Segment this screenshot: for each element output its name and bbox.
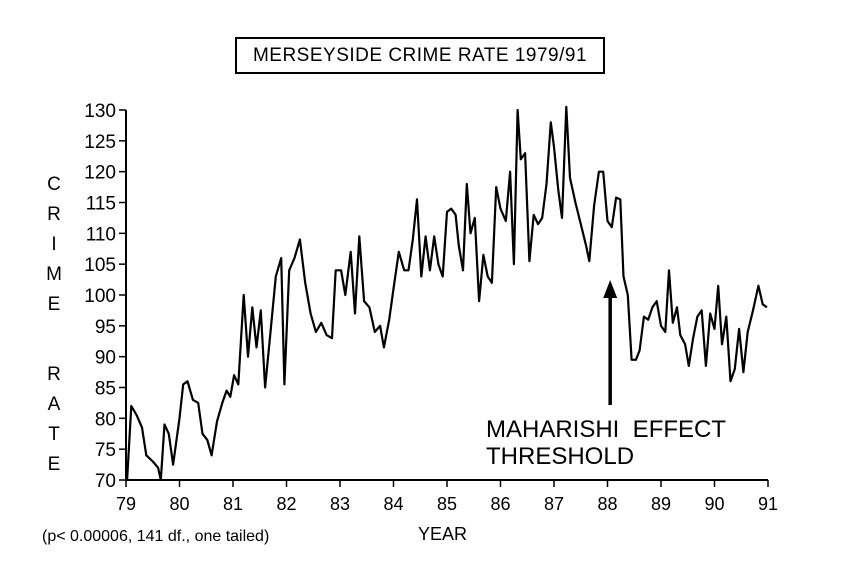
annotation-line-2: THRESHOLD: [486, 443, 635, 470]
y-tick-label: 105: [84, 255, 116, 276]
y-tick-label: 75: [95, 440, 116, 461]
y-tick-label: 115: [86, 194, 116, 215]
y-label-letter: M: [46, 264, 62, 285]
y-label-letter: R: [47, 204, 61, 225]
x-tick-label: 82: [276, 494, 296, 514]
y-tick-label: 80: [95, 409, 116, 430]
series-line: [126, 105, 768, 482]
y-tick-label: 85: [95, 379, 116, 400]
significance-footnote: (p< 0.00006, 141 df., one tailed): [42, 528, 270, 545]
x-axis-label: YEAR: [418, 524, 468, 544]
annotation-line-1: MAHARISHI EFFECT: [486, 416, 727, 443]
y-label-letter: E: [47, 454, 61, 475]
x-tick-label: 90: [704, 494, 724, 514]
annotation-arrowhead: [603, 280, 618, 298]
x-tick-label: 81: [223, 494, 243, 514]
y-label-letter: R: [47, 364, 61, 385]
y-tick-label: 110: [86, 224, 116, 245]
y-label-letter: I: [51, 234, 57, 255]
x-tick-label: 89: [651, 494, 671, 514]
chart-title: MERSEYSIDE CRIME RATE 1979/91: [235, 37, 605, 74]
y-tick-label: 100: [84, 286, 116, 307]
x-tick-label: 85: [437, 494, 457, 514]
x-tick-label: 79: [116, 494, 136, 514]
y-label-letter: E: [47, 294, 61, 315]
x-tick-label: 91: [758, 494, 778, 514]
maharishi-annotation: MAHARISHI EFFECT THRESHOLD: [486, 416, 726, 470]
x-tick-label: 80: [169, 494, 189, 514]
y-label-letter: A: [47, 394, 61, 415]
y-tick-label: 125: [84, 132, 116, 153]
y-tick-label: 120: [84, 163, 116, 184]
y-tick-label: 95: [95, 317, 116, 338]
x-tick-label: 86: [490, 494, 510, 514]
x-tick-label: 87: [544, 494, 564, 514]
x-tick-label: 88: [597, 494, 617, 514]
y-tick-label: 90: [95, 348, 116, 369]
y-label-letter: C: [47, 174, 61, 195]
y-label-letter: T: [48, 424, 60, 445]
x-tick-label: 84: [383, 494, 403, 514]
x-tick-label: 83: [330, 494, 350, 514]
y-tick-label: 130: [84, 101, 116, 122]
y-tick-label: 70: [95, 471, 116, 492]
